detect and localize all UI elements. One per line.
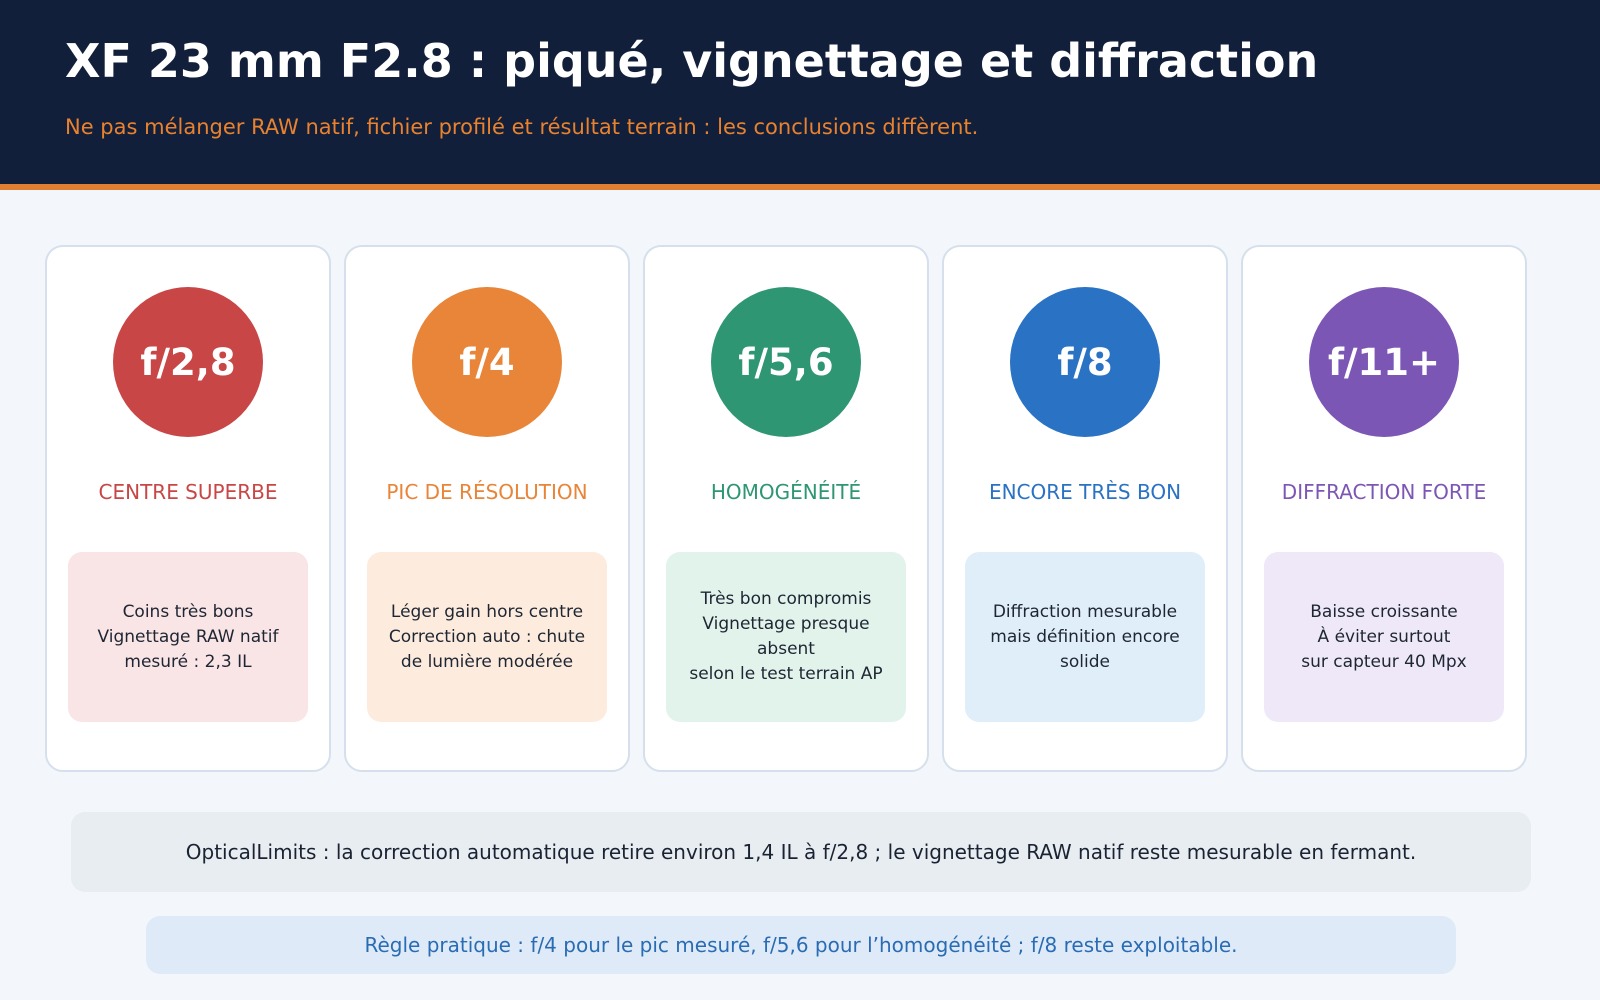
note-line: Diffraction mesurable <box>992 601 1178 622</box>
card-note: Diffraction mesurable mais définition en… <box>965 552 1205 722</box>
aperture-badge: f/5,6 <box>711 287 861 437</box>
aperture-card-f4: f/4 PIC DE RÉSOLUTION Léger gain hors ce… <box>344 245 630 772</box>
card-note: Baisse croissante À éviter surtout sur c… <box>1264 552 1504 722</box>
card-note: Léger gain hors centre Correction auto :… <box>367 552 607 722</box>
note-line: mesuré : 2,3 IL <box>124 651 252 672</box>
page-subtitle: Ne pas mélanger RAW natif, fichier profi… <box>65 115 979 139</box>
note-line: Vignettage presque <box>702 614 870 634</box>
note-line: mais définition encore <box>990 626 1180 647</box>
practical-rule-tip: Règle pratique : f/4 pour le pic mesuré,… <box>146 916 1456 974</box>
aperture-badge: f/2,8 <box>113 287 263 437</box>
aperture-cards: f/2,8 CENTRE SUPERBE Coins très bons Vig… <box>45 245 1557 772</box>
header: XF 23 mm F2.8 : piqué, vignettage et dif… <box>0 0 1600 190</box>
aperture-card-f8: f/8 ENCORE TRÈS BON Diffraction mesurabl… <box>942 245 1228 772</box>
note-line: Correction auto : chute <box>388 626 586 647</box>
note-line: Très bon compromis <box>700 589 872 609</box>
note-line: selon le test terrain AP <box>689 664 883 684</box>
card-title: PIC DE RÉSOLUTION <box>386 480 588 504</box>
note-line: de lumière modérée <box>400 651 574 672</box>
note-line: absent <box>757 639 815 659</box>
card-title: DIFFRACTION FORTE <box>1281 480 1487 504</box>
note-line: sur capteur 40 Mpx <box>1301 651 1467 672</box>
card-title: HOMOGÉNÉITÉ <box>710 480 862 504</box>
aperture-card-f2-8: f/2,8 CENTRE SUPERBE Coins très bons Vig… <box>45 245 331 772</box>
aperture-badge: f/4 <box>412 287 562 437</box>
aperture-badge: f/8 <box>1010 287 1160 437</box>
page-title: XF 23 mm F2.8 : piqué, vignettage et dif… <box>65 34 1319 88</box>
card-note: Coins très bons Vignettage RAW natif mes… <box>68 552 308 722</box>
note-line: Léger gain hors centre <box>390 601 584 622</box>
card-title: CENTRE SUPERBE <box>98 480 278 504</box>
opticallimits-banner: OpticalLimits : la correction automatiqu… <box>71 812 1531 892</box>
note-line: Baisse croissante <box>1310 601 1458 622</box>
note-line: Coins très bons <box>122 601 254 622</box>
note-line: solide <box>1060 651 1110 672</box>
note-line: Vignettage RAW natif <box>97 626 279 647</box>
note-line: À éviter surtout <box>1317 626 1451 647</box>
aperture-badge: f/11+ <box>1309 287 1459 437</box>
aperture-card-f5-6: f/5,6 HOMOGÉNÉITÉ Très bon compromis Vig… <box>643 245 929 772</box>
aperture-card-f11: f/11+ DIFFRACTION FORTE Baisse croissant… <box>1241 245 1527 772</box>
card-note: Très bon compromis Vignettage presque ab… <box>666 552 906 722</box>
card-title: ENCORE TRÈS BON <box>988 480 1182 504</box>
